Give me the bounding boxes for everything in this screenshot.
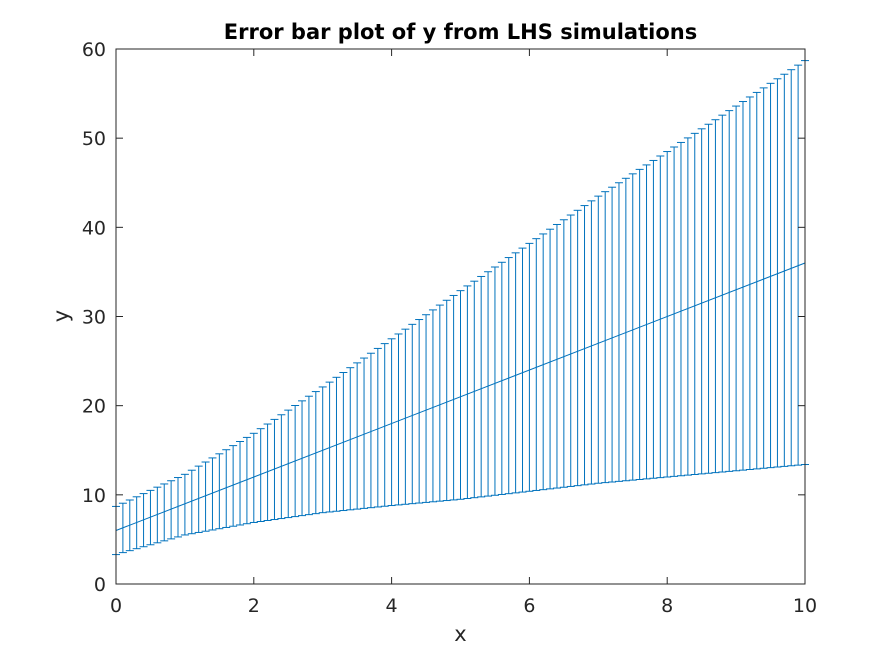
error-bars <box>112 60 809 556</box>
x-tick-label: 6 <box>523 595 535 617</box>
x-axis-ticks: 0 2 4 6 8 10 <box>110 49 817 617</box>
y-tick-label: 10 <box>82 485 106 507</box>
y-tick-label: 60 <box>82 39 106 61</box>
y-tick-label: 40 <box>82 217 106 239</box>
x-tick-label: 8 <box>661 595 673 617</box>
x-tick-label: 4 <box>386 595 398 617</box>
y-tick-label: 50 <box>82 128 106 150</box>
y-axis-ticks: 0 10 20 30 40 50 60 <box>82 39 805 596</box>
y-tick-label: 0 <box>94 574 106 596</box>
chart-title: Error bar plot of y from LHS simulations <box>224 20 697 44</box>
y-tick-label: 30 <box>82 307 106 329</box>
x-tick-label: 2 <box>248 595 260 617</box>
y-tick-label: 20 <box>82 396 106 418</box>
mean-line <box>115 262 806 531</box>
x-axis-label: x <box>454 622 466 646</box>
x-tick-label: 0 <box>110 595 122 617</box>
mean-line-group <box>115 262 806 531</box>
y-axis-label: y <box>49 310 73 322</box>
x-tick-label: 10 <box>793 595 817 617</box>
